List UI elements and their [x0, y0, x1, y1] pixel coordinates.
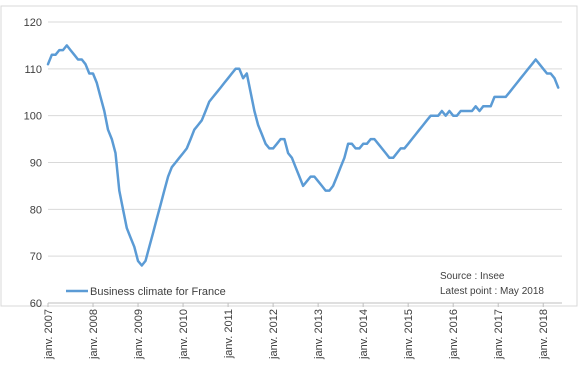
y-axis-ticks: 60 70 80 90 100 110 120 — [24, 17, 42, 310]
legend-label: Business climate for France — [90, 286, 226, 298]
x-tick-label: janv. 2014 — [358, 309, 370, 360]
legend: Business climate for France — [66, 286, 226, 298]
x-tick-label: janv. 2018 — [538, 309, 550, 360]
x-tick-label: janv. 2013 — [313, 309, 325, 360]
x-axis-ticks: janv. 2007 janv. 2008 janv. 2009 janv. 2010… — [43, 303, 550, 360]
chart-border — [0, 5, 578, 307]
x-tick-label: janv. 2007 — [43, 309, 55, 360]
gridlines — [48, 21, 562, 257]
x-tick-label: janv. 2016 — [448, 309, 460, 360]
x-tick-label: janv. 2012 — [268, 309, 280, 360]
y-tick-label: 60 — [30, 298, 42, 310]
y-tick-label: 120 — [24, 17, 42, 29]
y-tick-label: 90 — [30, 158, 42, 170]
x-tick-label: janv. 2017 — [493, 309, 505, 360]
x-tick-label: janv. 2009 — [133, 309, 145, 360]
source-annotation: Source : Insee — [440, 271, 505, 282]
y-tick-label: 70 — [30, 251, 42, 263]
x-tick-label: janv. 2015 — [403, 309, 415, 360]
x-tick-label: janv. 2010 — [178, 309, 190, 360]
x-tick-label: janv. 2008 — [88, 309, 100, 360]
latest-point-annotation: Latest point : May 2018 — [440, 286, 544, 297]
y-tick-label: 100 — [24, 111, 42, 123]
y-tick-label: 110 — [24, 64, 42, 76]
series-line-business-climate — [46, 44, 560, 267]
y-tick-label: 80 — [30, 204, 42, 216]
x-tick-label: janv. 2011 — [223, 309, 235, 359]
